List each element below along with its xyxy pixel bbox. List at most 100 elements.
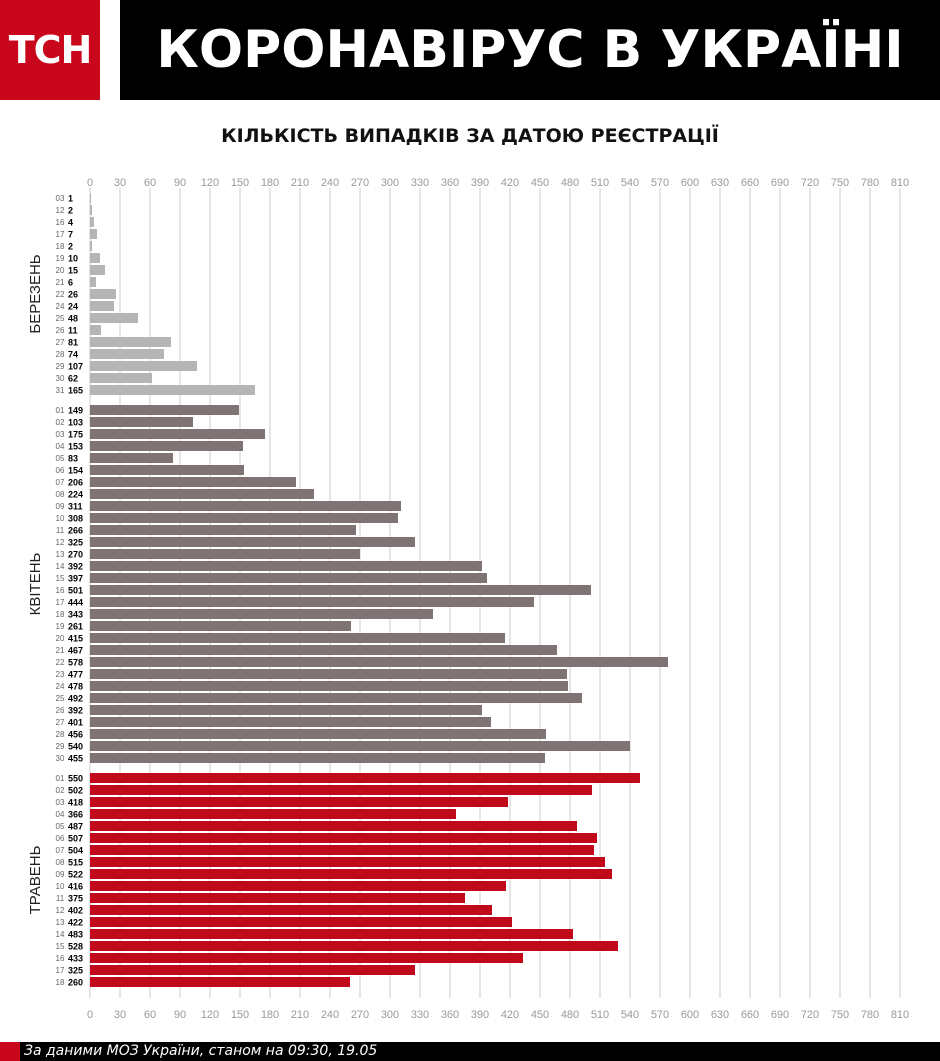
value-label: 467 [68, 646, 83, 656]
value-label: 502 [68, 786, 83, 796]
day-label: 11 [56, 894, 65, 903]
value-label: 487 [68, 822, 83, 832]
bar [90, 253, 100, 263]
day-label: 05 [56, 454, 65, 463]
x-tick-label-top: 150 [231, 177, 249, 189]
day-label: 19 [56, 254, 65, 263]
bar [90, 693, 582, 703]
value-label: 392 [68, 562, 83, 572]
bar [90, 573, 487, 583]
x-tick-label-bottom: 480 [561, 1009, 579, 1021]
bar [90, 741, 630, 751]
x-tick-label-top: 300 [381, 177, 399, 189]
x-tick-label-bottom: 360 [441, 1009, 459, 1021]
value-label: 2 [68, 242, 73, 252]
day-label: 16 [56, 586, 65, 595]
value-label: 26 [68, 290, 78, 300]
value-label: 397 [68, 574, 83, 584]
bar [90, 785, 592, 795]
bar [90, 857, 605, 867]
x-tick-label-bottom: 510 [591, 1009, 609, 1021]
x-tick-label-bottom: 720 [801, 1009, 819, 1021]
bar [90, 609, 433, 619]
day-label: 07 [56, 478, 65, 487]
x-tick-label-top: 330 [411, 177, 429, 189]
day-label: 09 [56, 502, 65, 511]
day-label: 12 [56, 206, 65, 215]
value-label: 477 [68, 670, 83, 680]
bar [90, 549, 360, 559]
bar [90, 941, 618, 951]
value-label: 528 [68, 942, 83, 952]
day-label: 29 [56, 362, 65, 371]
value-label: 270 [68, 550, 83, 560]
bar [90, 453, 173, 463]
value-label: 260 [68, 978, 83, 988]
day-label: 08 [56, 858, 65, 867]
bar [90, 525, 356, 535]
day-label: 29 [56, 742, 65, 751]
day-label: 05 [56, 822, 65, 831]
bar [90, 301, 114, 311]
bar [90, 489, 314, 499]
day-label: 26 [56, 326, 65, 335]
value-label: 507 [68, 834, 83, 844]
bar [90, 465, 244, 475]
bar [90, 657, 668, 667]
bar [90, 417, 193, 427]
value-label: 504 [68, 846, 83, 856]
x-tick-label-top: 180 [261, 177, 279, 189]
value-label: 455 [68, 754, 83, 764]
day-label: 21 [56, 646, 65, 655]
day-label: 25 [56, 314, 65, 323]
value-label: 24 [68, 302, 78, 312]
x-tick-label-bottom: 810 [891, 1009, 909, 1021]
day-label: 03 [56, 798, 65, 807]
bar [90, 193, 91, 203]
bar [90, 821, 577, 831]
x-tick-label-top: 600 [681, 177, 699, 189]
bar [90, 561, 482, 571]
bar [90, 705, 482, 715]
bar [90, 441, 243, 451]
value-label: 11 [68, 326, 78, 336]
value-label: 578 [68, 658, 83, 668]
bar [90, 833, 597, 843]
value-label: 153 [68, 442, 83, 452]
x-tick-label-top: 570 [651, 177, 669, 189]
day-label: 04 [56, 442, 65, 451]
value-label: 366 [68, 810, 83, 820]
bar [90, 809, 456, 819]
value-label: 522 [68, 870, 83, 880]
bar [90, 729, 546, 739]
day-label: 15 [56, 574, 65, 583]
bar [90, 797, 508, 807]
bar [90, 633, 505, 643]
x-tick-label-bottom: 450 [531, 1009, 549, 1021]
day-label: 17 [56, 966, 65, 975]
value-label: 311 [68, 502, 83, 512]
value-label: 483 [68, 930, 83, 940]
footer-source: За даними МОЗ України, станом на 09:30, … [24, 1043, 378, 1059]
value-label: 415 [68, 634, 83, 644]
bar [90, 597, 534, 607]
bar [90, 869, 612, 879]
day-label: 28 [56, 730, 65, 739]
day-label: 18 [56, 610, 65, 619]
bar [90, 881, 506, 891]
bar [90, 893, 465, 903]
day-label: 27 [56, 718, 65, 727]
day-label: 15 [56, 942, 65, 951]
bar [90, 669, 567, 679]
value-label: 6 [68, 278, 73, 288]
x-tick-label-bottom: 750 [831, 1009, 849, 1021]
day-label: 17 [56, 230, 65, 239]
day-label: 03 [56, 194, 65, 203]
value-label: 224 [68, 490, 83, 500]
day-label: 17 [56, 598, 65, 607]
day-label: 14 [56, 562, 65, 571]
value-label: 175 [68, 430, 83, 440]
bar [90, 241, 92, 251]
x-tick-label-top: 240 [321, 177, 339, 189]
value-label: 422 [68, 918, 83, 928]
